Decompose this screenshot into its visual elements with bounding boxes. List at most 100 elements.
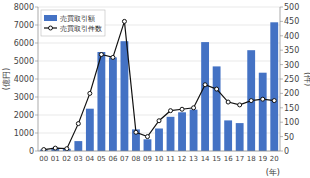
tick-label: 20 [270, 155, 279, 163]
tick-label: 13 [189, 155, 198, 163]
marker [261, 97, 265, 101]
axis-line [38, 151, 280, 152]
tick-label: 1000 [14, 129, 34, 138]
bar [236, 123, 244, 151]
legend-swatch [49, 26, 53, 30]
tick [35, 7, 38, 8]
bar [74, 141, 82, 151]
marker [42, 148, 46, 151]
tick-label: 11 [166, 155, 175, 163]
tick-label: 15 [212, 155, 221, 163]
tick-label: 500 [284, 3, 299, 12]
tick [280, 93, 283, 94]
tick-label: 04 [85, 155, 94, 163]
grid-line [38, 61, 280, 62]
tick-label: 00 [39, 155, 48, 163]
tick [35, 61, 38, 62]
marker [134, 130, 138, 134]
bar [167, 117, 175, 151]
bar [144, 139, 152, 151]
marker [226, 100, 230, 104]
marker [192, 106, 196, 110]
axis-line [280, 7, 281, 151]
tick-label: 08 [131, 155, 140, 163]
tick-label: 250 [284, 75, 299, 84]
tick [280, 7, 283, 8]
marker [249, 99, 253, 103]
tick-label: 03 [74, 155, 83, 163]
tick-label: 450 [284, 17, 299, 26]
legend: 売買取引額売買取引件数 [41, 10, 105, 36]
tick-label: 01 [51, 155, 60, 163]
legend-entry: 売買取引額 [60, 15, 95, 23]
bar [97, 52, 105, 151]
tick-label: 400 [284, 32, 299, 41]
tick-label: 09 [143, 155, 152, 163]
tick-label: 150 [284, 104, 299, 113]
tick-label: 07 [120, 155, 129, 163]
axis-line [38, 7, 39, 151]
marker [169, 109, 173, 113]
tick-label: 02 [62, 155, 71, 163]
marker [157, 119, 161, 123]
marker [272, 99, 276, 103]
tick-label: 14 [201, 155, 210, 163]
axis-label: (件) [303, 72, 310, 86]
tick-label: 6000 [14, 39, 34, 48]
bar [178, 112, 186, 151]
tick [280, 79, 283, 80]
tick-label: 8000 [14, 3, 34, 12]
tick [280, 21, 283, 22]
tick-label: 05 [97, 155, 106, 163]
tick [280, 107, 283, 108]
marker [215, 87, 219, 91]
tick-label: 16 [224, 155, 233, 163]
bar [213, 66, 221, 151]
tick [280, 64, 283, 65]
bar [224, 120, 232, 151]
tick-label: 0 [284, 147, 289, 156]
tick-label: 17 [235, 155, 244, 163]
tick-label: 12 [178, 155, 187, 163]
bar [201, 42, 209, 151]
tick [280, 50, 283, 51]
tick-label: 200 [284, 89, 299, 98]
tick [35, 97, 38, 98]
bar [270, 22, 278, 151]
legend-entry: 売買取引件数 [60, 25, 102, 33]
grid-line [38, 79, 280, 80]
tick [280, 136, 283, 137]
chart: 0100020003000400050006000700080000501001… [0, 0, 310, 178]
bar [132, 129, 140, 151]
marker [53, 146, 57, 150]
marker [238, 103, 242, 107]
marker [203, 83, 207, 87]
tick-label: 2000 [14, 111, 34, 120]
tick [35, 151, 38, 152]
bar [155, 129, 163, 152]
tick [35, 25, 38, 26]
grid-line [38, 7, 280, 8]
tick [280, 151, 283, 152]
marker [88, 91, 92, 95]
marker [111, 55, 115, 59]
tick-label: 4000 [14, 75, 34, 84]
tick-label: 19 [258, 155, 267, 163]
bar [109, 57, 117, 151]
bar [259, 73, 267, 151]
tick [280, 122, 283, 123]
line [44, 21, 274, 149]
tick-label: 100 [284, 118, 299, 127]
grid-line [38, 97, 280, 98]
tick [35, 115, 38, 116]
grid-line [38, 43, 280, 44]
tick [35, 43, 38, 44]
plot-area [40, 19, 278, 151]
legend-swatch [44, 15, 57, 21]
marker [76, 122, 80, 126]
marker [180, 107, 184, 111]
grid-line [38, 151, 280, 152]
legend-frame [41, 10, 105, 36]
tick-label: 06 [108, 155, 117, 163]
tick [35, 133, 38, 134]
